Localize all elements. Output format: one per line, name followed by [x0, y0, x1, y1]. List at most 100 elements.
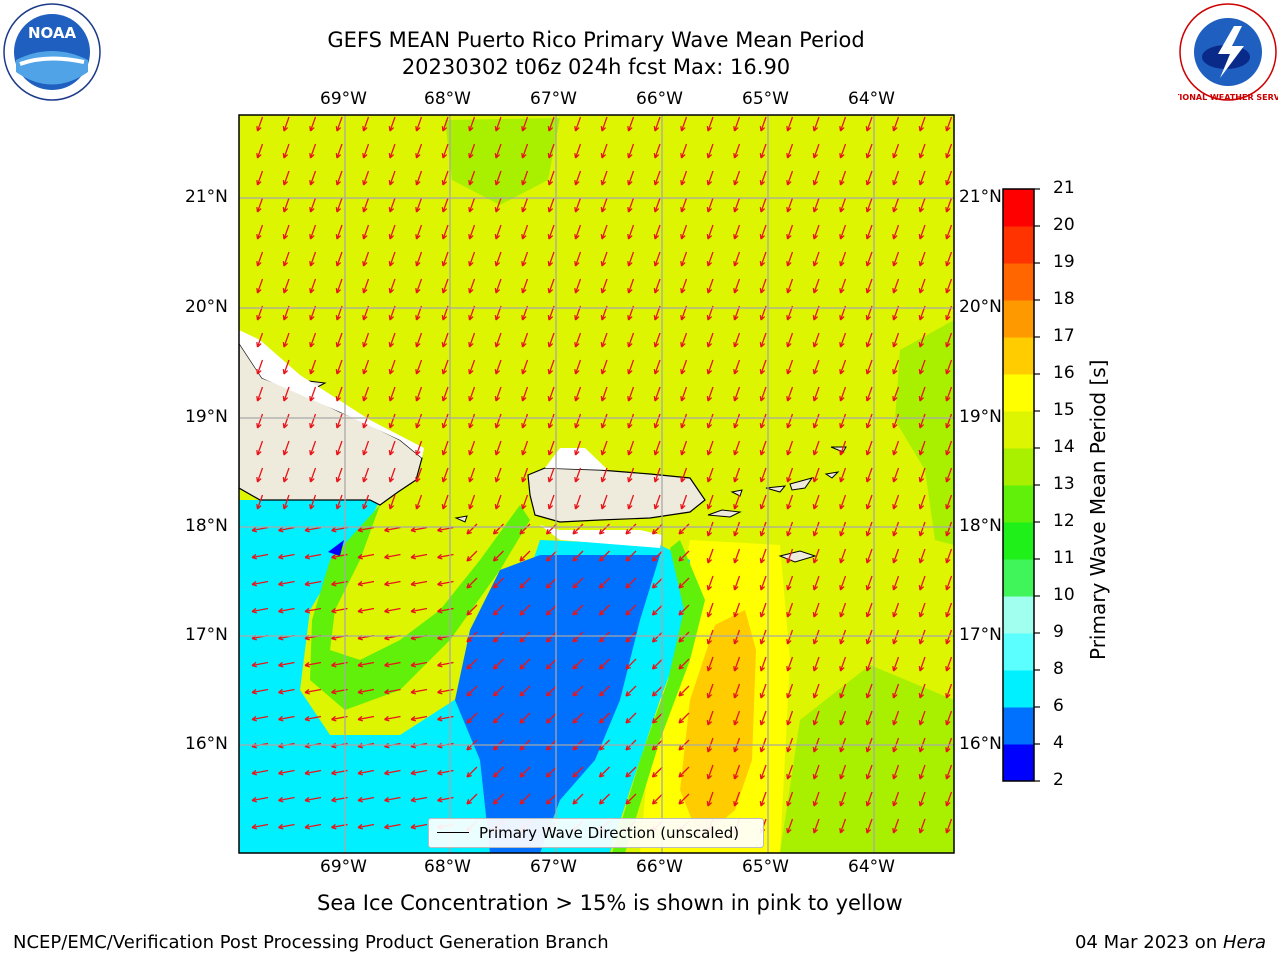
wave-direction-arrow: [786, 197, 794, 213]
colorbar-band-8: [1003, 448, 1034, 486]
wave-direction-arrow: [918, 197, 926, 213]
wave-direction-arrow: [466, 793, 478, 805]
colorbar-tick-label: 19: [1053, 252, 1075, 272]
wave-direction-arrow: [357, 823, 375, 830]
wave-direction-arrow: [410, 688, 428, 695]
wave-direction-arrow: [545, 766, 557, 778]
lat-label-right-20n: 20°N: [959, 297, 1002, 317]
wave-direction-arrow: [256, 278, 264, 294]
noaa-logo-text: NOAA: [28, 24, 77, 42]
map-title-line1: GEFS MEAN Puerto Rico Primary Wave Mean …: [327, 28, 865, 52]
wave-direction-arrow: [892, 332, 900, 348]
wave-direction-arrow: [945, 764, 953, 780]
wave-direction-arrow: [651, 577, 663, 589]
wave-direction-arrow: [680, 386, 688, 402]
wave-direction-arrow: [492, 712, 504, 724]
tortola-island: [789, 477, 814, 491]
wave-direction-arrow: [362, 359, 370, 375]
wave-direction-arrow: [865, 791, 873, 807]
wave-direction-arrow: [812, 413, 820, 429]
wave-direction-arrow: [812, 197, 820, 213]
wave-direction-arrow: [865, 656, 873, 672]
wave-direction-arrow: [759, 656, 767, 672]
wave-direction-arrow: [492, 793, 504, 805]
wave-direction-arrow: [945, 116, 953, 132]
wave-direction-arrow: [415, 224, 423, 240]
wave-direction-arrow: [706, 224, 714, 240]
wave-direction-arrow: [653, 332, 661, 348]
wave-direction-arrow: [625, 523, 637, 535]
wave-direction-arrow: [680, 440, 688, 456]
wave-direction-arrow: [786, 494, 794, 510]
wave-direction-arrow: [278, 823, 295, 830]
wave-direction-arrow: [839, 386, 847, 402]
wave-direction-arrow: [574, 170, 582, 186]
wave-direction-arrow: [706, 413, 714, 429]
wave-direction-arrow: [251, 796, 269, 803]
wave-direction-arrow: [547, 170, 555, 186]
wave-direction-arrow: [733, 575, 741, 591]
wave-direction-arrow: [918, 521, 926, 537]
wave-direction-arrow: [441, 332, 449, 348]
wave-direction-arrow: [278, 553, 295, 560]
wave-direction-arrow: [415, 170, 423, 186]
wave-direction-arrow: [627, 467, 635, 483]
wave-direction-arrow: [839, 710, 847, 726]
wave-direction-arrow: [519, 766, 531, 778]
wave-direction-arrow: [598, 631, 610, 643]
wave-direction-arrow: [706, 332, 714, 348]
wave-direction-arrow: [357, 526, 375, 533]
wave-direction-arrow: [680, 116, 688, 132]
lat-label-left-17n: 17°N: [185, 625, 228, 645]
wave-direction-arrow: [865, 170, 873, 186]
wave-direction-arrow: [945, 710, 953, 726]
wave-direction-arrow: [362, 224, 370, 240]
wave-direction-arrow: [437, 715, 454, 722]
legend-label: Primary Wave Direction (unscaled): [479, 824, 740, 842]
wave-direction-arrow: [865, 467, 873, 483]
wave-direction-arrow: [521, 251, 529, 267]
wave-direction-arrow: [304, 796, 322, 803]
colorbar-tick-label: 17: [1053, 326, 1075, 346]
wave-direction-arrow: [706, 710, 714, 726]
wave-direction-arrow: [892, 224, 900, 240]
wave-direction-arrow: [251, 580, 269, 587]
wave-direction-arrow: [547, 278, 555, 294]
wave-direction-arrow: [494, 278, 502, 294]
wave-direction-arrow: [357, 796, 375, 803]
wave-direction-arrow: [466, 631, 478, 643]
wave-direction-arrow: [309, 467, 317, 483]
wave-direction-arrow: [362, 251, 370, 267]
wave-direction-arrow: [572, 550, 584, 562]
wave-direction-arrow: [278, 526, 295, 533]
wave-direction-arrow: [945, 197, 953, 213]
wave-direction-arrow: [335, 170, 343, 186]
colorbar-tick-label: 16: [1053, 363, 1075, 383]
wave-direction-arrow: [304, 661, 322, 668]
wave-direction-arrow: [733, 521, 741, 537]
wave-direction-arrow: [521, 467, 529, 483]
wave-direction-arrow: [282, 278, 290, 294]
wave-direction-arrow: [304, 580, 322, 587]
wave-direction-arrow: [945, 656, 953, 672]
wave-direction-arrow: [278, 796, 295, 803]
wave-direction-arrow: [278, 715, 295, 722]
wave-direction-arrow: [309, 440, 317, 456]
wave-direction-arrow: [680, 197, 688, 213]
colorbar-band-13: [1003, 263, 1034, 301]
land-mask-pr-north: [545, 448, 608, 470]
wave-direction-arrow: [945, 224, 953, 240]
wave-direction-arrow: [547, 413, 555, 429]
wave-direction-arrow: [357, 715, 375, 722]
wave-direction-arrow: [627, 332, 635, 348]
wave-direction-arrow: [441, 224, 449, 240]
wave-direction-arrow: [892, 683, 900, 699]
wave-direction-arrow: [812, 278, 820, 294]
wave-direction-arrow: [362, 413, 370, 429]
wave-direction-arrow: [466, 685, 478, 697]
wave-direction-arrow: [680, 224, 688, 240]
wave-direction-arrow: [839, 683, 847, 699]
wave-direction-arrow: [600, 197, 608, 213]
wave-direction-arrow: [786, 602, 794, 618]
wave-direction-arrow: [256, 467, 264, 483]
